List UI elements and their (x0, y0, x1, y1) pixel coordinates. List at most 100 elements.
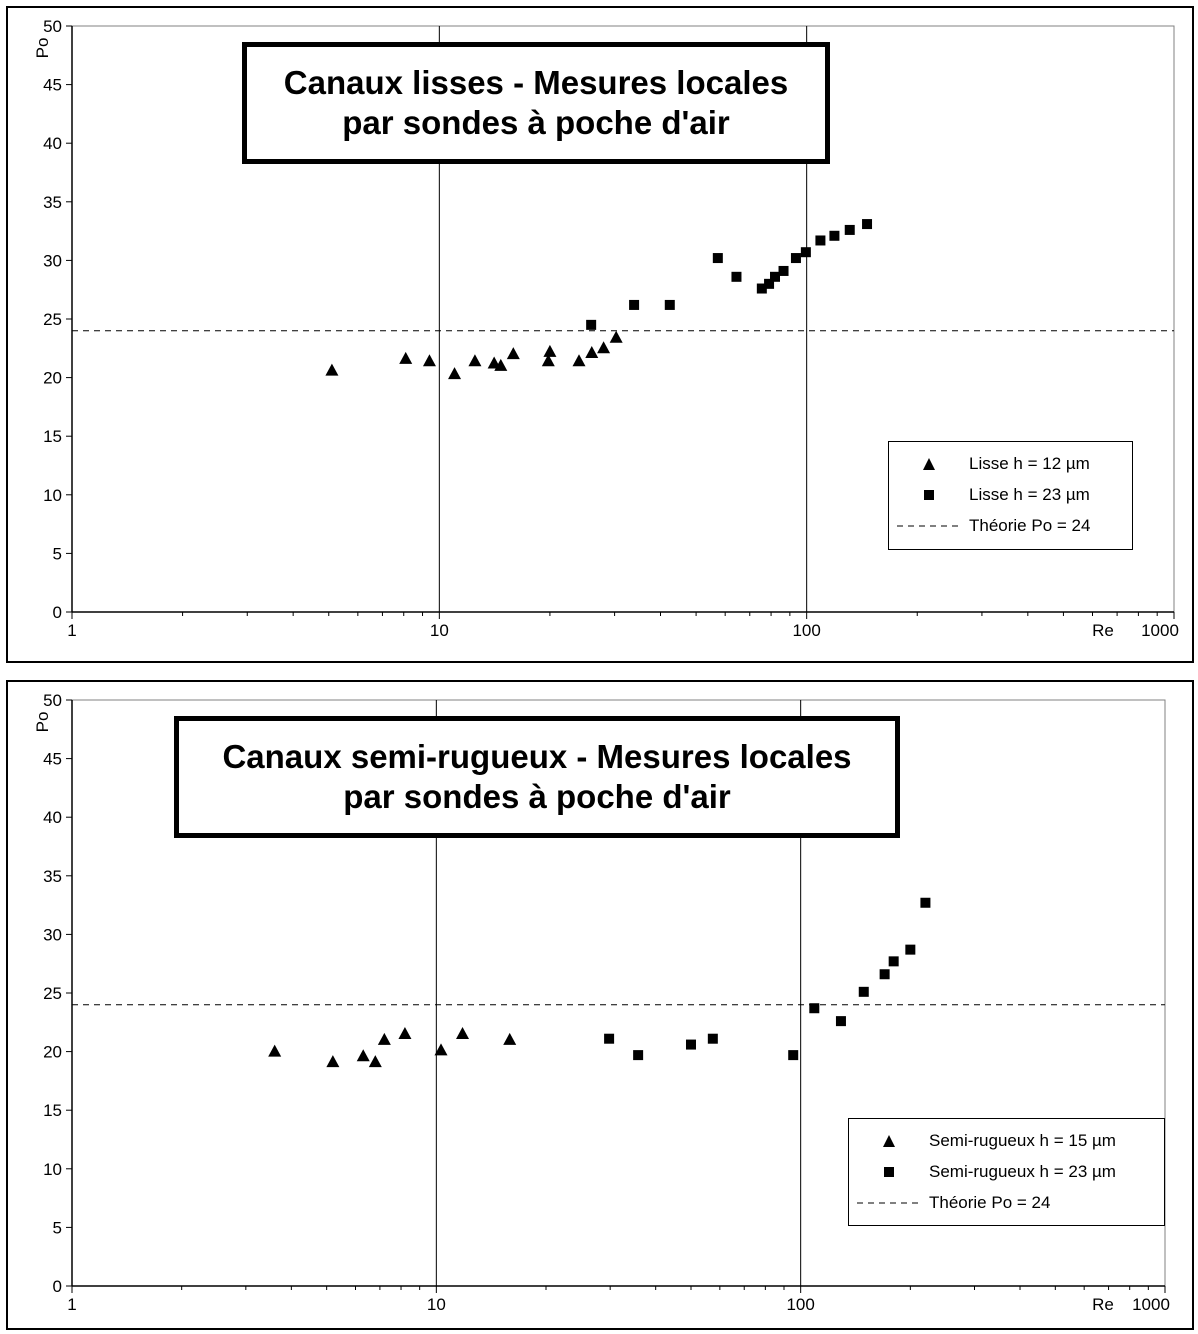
chart-plot-semi-rough: 0 5 10 15 20 25 30 35 40 45 50 1 10 100 1000 Re Po (33, 691, 1170, 1314)
data-point-square (800, 247, 811, 258)
y-tick-label: 10 (43, 486, 62, 505)
legend-label: Théorie Po = 24 (929, 1192, 1051, 1212)
chart-title-line-2: par sondes à poche d'air (342, 104, 730, 141)
data-point-triangle (503, 1032, 517, 1045)
x-tick-label: 1 (67, 621, 76, 640)
y-tick-label: 50 (43, 691, 62, 710)
data-point-triangle (368, 1055, 382, 1068)
data-point-square (764, 278, 775, 289)
y-tick-label: 30 (43, 251, 62, 270)
data-point-triangle (422, 354, 436, 367)
data-point-square (835, 1016, 846, 1027)
data-point-square (712, 253, 723, 264)
y-tick-label: 35 (43, 867, 62, 886)
y-axis-label: Po (33, 712, 52, 733)
legend-label: Lisse h = 12 µm (969, 453, 1090, 473)
x-tick-label: 1000 (1141, 621, 1179, 640)
data-point-triangle (468, 354, 482, 367)
legend-label: Semi-rugueux h = 23 µm (929, 1161, 1116, 1181)
data-point-square (879, 969, 890, 980)
y-tick-label: 20 (43, 1043, 62, 1062)
chart-title-box: Canaux semi-rugueux - Mesures locales pa… (174, 716, 900, 838)
legend-entry-triangle: Semi-rugueux h = 15 µm (849, 1125, 1164, 1156)
data-point-square (707, 1033, 718, 1044)
data-point-triangle (597, 341, 611, 354)
y-tick-label: 25 (43, 310, 62, 329)
y-tick-label: 30 (43, 925, 62, 944)
legend-entry-square: Semi-rugueux h = 23 µm (849, 1156, 1164, 1187)
triangle-marker-icon (883, 1134, 895, 1147)
data-point-square (920, 897, 931, 908)
square-marker-icon (884, 1166, 894, 1177)
data-point-square (858, 986, 869, 997)
data-point-square (815, 235, 826, 246)
data-point-triangle (572, 354, 586, 367)
data-point-square (844, 224, 855, 235)
data-point-triangle (609, 330, 623, 343)
data-point-triangle (448, 367, 462, 380)
dashed-line-icon (897, 525, 961, 526)
data-point-square (788, 1050, 799, 1061)
legend-entry-triangle: Lisse h = 12 µm (889, 448, 1132, 479)
data-point-triangle (326, 1055, 340, 1068)
chart-title-box: Canaux lisses - Mesures locales par sond… (242, 42, 830, 164)
chart-panel-semi-rough: 0 5 10 15 20 25 30 35 40 45 50 1 10 100 1000 Re Po Canau… (6, 680, 1194, 1330)
y-tick-label: 25 (43, 984, 62, 1003)
data-point-square (790, 253, 801, 264)
data-point-triangle (585, 345, 599, 358)
chart-title-line-1: Canaux semi-rugueux - Mesures locales (222, 738, 852, 775)
x-tick-label: 1 (67, 1295, 76, 1314)
chart-legend: Lisse h = 12 µm Lisse h = 23 µm Théorie … (888, 441, 1133, 550)
y-tick-label: 5 (53, 1218, 62, 1237)
x-tick-label: 1000 (1132, 1295, 1170, 1314)
data-point-square (633, 1050, 644, 1061)
data-point-square (586, 319, 597, 330)
data-point-triangle (325, 363, 339, 376)
x-axis-label: Re (1092, 621, 1114, 640)
x-tick-label: 100 (792, 621, 820, 640)
data-point-square (731, 271, 742, 282)
data-point-triangle (434, 1043, 448, 1056)
y-tick-label: 45 (43, 76, 62, 95)
legend-entry-square: Lisse h = 23 µm (889, 479, 1132, 510)
y-tick-label: 40 (43, 134, 62, 153)
data-point-square (756, 283, 767, 294)
data-point-triangle (494, 358, 508, 371)
data-point-square (829, 230, 840, 241)
data-point-square (604, 1033, 615, 1044)
dashed-line-icon (857, 1202, 921, 1203)
data-point-square (685, 1039, 696, 1050)
y-tick-label: 15 (43, 1101, 62, 1120)
triangle-marker-icon (923, 457, 935, 470)
data-point-triangle (377, 1032, 391, 1045)
y-tick-label: 40 (43, 808, 62, 827)
y-tick-label: 0 (53, 1277, 62, 1296)
data-point-triangle (398, 1027, 412, 1040)
data-point-triangle (543, 344, 557, 357)
y-tick-label: 15 (43, 427, 62, 446)
chart-title-line-2: par sondes à poche d'air (343, 778, 731, 815)
legend-entry-dashed-line: Théorie Po = 24 (889, 510, 1132, 541)
y-tick-label: 45 (43, 750, 62, 769)
square-marker-icon (924, 489, 934, 500)
legend-label: Lisse h = 23 µm (969, 484, 1090, 504)
data-point-triangle (456, 1027, 470, 1040)
data-point-square (770, 271, 781, 282)
chart-panel-smooth: 0 5 10 15 20 25 30 35 40 45 50 1 10 100 1000 Re Po Canau… (6, 6, 1194, 663)
data-point-triangle (356, 1049, 370, 1062)
y-tick-label: 50 (43, 17, 62, 36)
legend-label: Théorie Po = 24 (969, 515, 1091, 535)
data-point-triangle (399, 351, 413, 364)
y-tick-label: 10 (43, 1160, 62, 1179)
data-point-square (629, 299, 640, 310)
data-point-triangle (506, 347, 520, 360)
chart-legend: Semi-rugueux h = 15 µm Semi-rugueux h = … (848, 1118, 1165, 1226)
data-point-square (862, 219, 873, 230)
y-tick-label: 5 (53, 544, 62, 563)
legend-label: Semi-rugueux h = 15 µm (929, 1130, 1116, 1150)
y-tick-label: 20 (43, 369, 62, 388)
data-point-square (888, 956, 899, 967)
data-point-square (778, 265, 789, 276)
data-point-square (809, 1003, 820, 1014)
x-tick-label: 10 (430, 621, 449, 640)
